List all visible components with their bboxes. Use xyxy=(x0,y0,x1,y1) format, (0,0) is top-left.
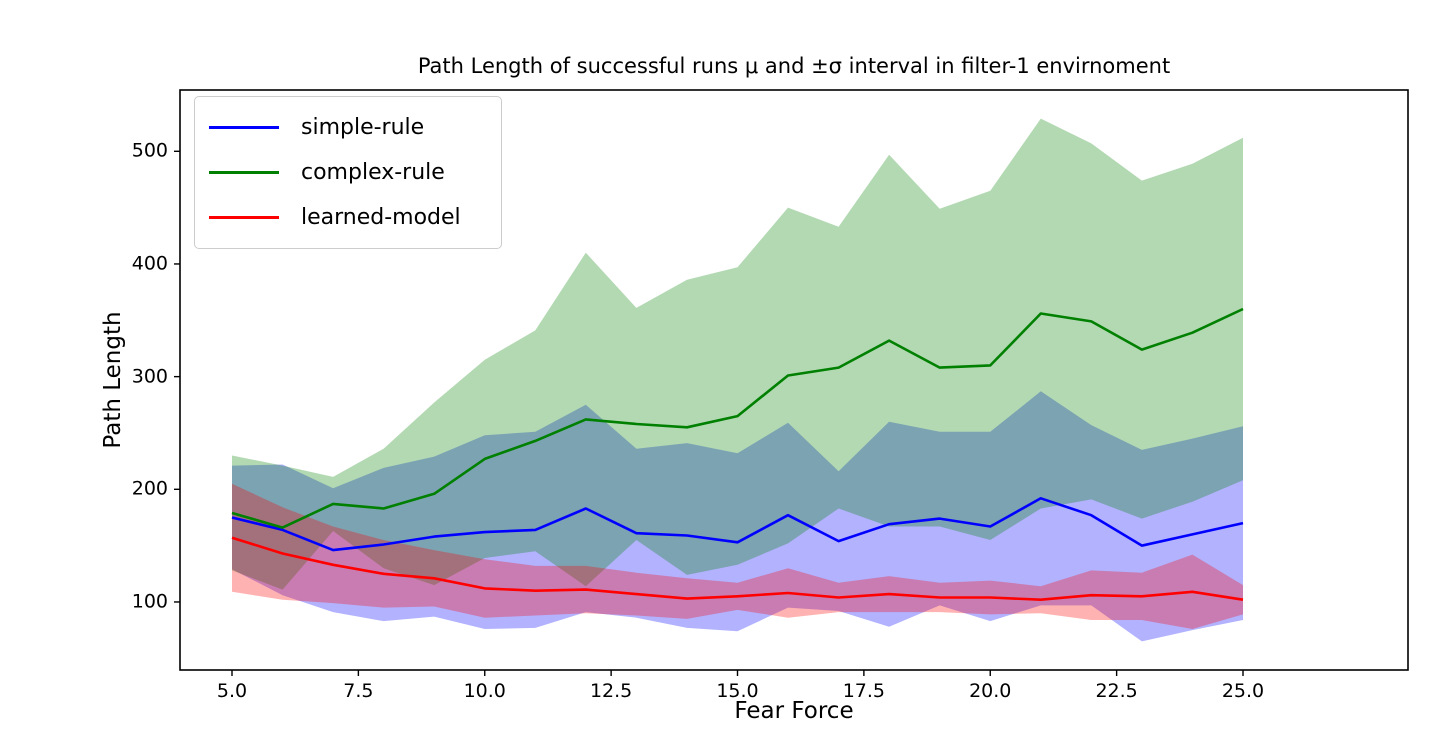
legend-label: complex-rule xyxy=(301,159,445,185)
legend-item-learned-model: learned-model xyxy=(195,195,501,240)
line-learned-model xyxy=(231,536,1244,602)
legend-swatch-complex-rule xyxy=(209,171,279,174)
x-tick-label: 12.5 xyxy=(589,680,633,702)
x-tick-label: 10.0 xyxy=(463,680,506,702)
y-tick-label: 500 xyxy=(131,139,168,162)
line-simple-rule xyxy=(231,496,1244,552)
legend-label: simple-rule xyxy=(301,114,425,140)
x-tick-label: 25.0 xyxy=(1221,680,1265,702)
line-complex-rule xyxy=(231,307,1244,529)
x-tick-label: 22.5 xyxy=(1095,680,1138,702)
legend-item-simple-rule: simple-rule xyxy=(195,105,501,150)
band-simple-rule xyxy=(232,391,1243,642)
x-tick-label: 15.0 xyxy=(716,680,759,702)
legend-label: learned-model xyxy=(301,204,461,230)
x-axis-label: Fear Force xyxy=(734,698,854,724)
y-axis-label-text: Path Length xyxy=(100,311,126,449)
y-tick-label: 200 xyxy=(131,477,168,500)
legend-swatch-simple-rule xyxy=(209,126,279,129)
y-tick-label: 400 xyxy=(131,252,168,275)
y-tick-label: 100 xyxy=(131,590,168,613)
legend-item-complex-rule: complex-rule xyxy=(195,150,501,195)
y-tick-label: 300 xyxy=(131,365,168,388)
chart-title: Path Length of successful runs μ and ±σ … xyxy=(417,54,1171,78)
x-tick-label: 20.0 xyxy=(969,680,1012,702)
legend-swatch-learned-model xyxy=(209,216,279,219)
axes-spines xyxy=(179,89,1409,671)
x-tick-label: 7.5 xyxy=(343,680,374,702)
band-learned-model xyxy=(232,483,1243,629)
band-complex-rule xyxy=(232,118,1243,590)
x-tick-label: 17.5 xyxy=(842,680,886,702)
legend: simple-rule complex-rule learned-model xyxy=(194,96,502,249)
x-tick-label: 5.0 xyxy=(216,680,248,702)
